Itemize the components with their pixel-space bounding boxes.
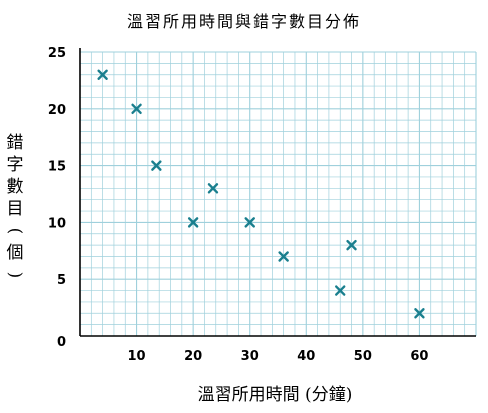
data-point <box>244 217 255 228</box>
y-tick-label: 10 <box>48 216 66 231</box>
x-tick-label: 10 <box>128 349 146 364</box>
data-point <box>97 69 108 80</box>
origin-label: 0 <box>57 335 66 350</box>
y-tick-label: 20 <box>48 103 66 118</box>
y-axis-label-char: 錯 <box>6 133 24 153</box>
x-tick-label: 30 <box>241 349 259 364</box>
data-point <box>131 103 142 115</box>
x-tick-label: 20 <box>184 349 202 364</box>
chart-title: 溫習所用時間與錯字數目分佈 <box>126 12 361 31</box>
y-tick-label: 25 <box>48 46 66 61</box>
data-point <box>335 285 346 296</box>
data-point <box>187 217 199 228</box>
x-tick-label: 40 <box>297 349 315 364</box>
y-axis-label-char: 字 <box>6 155 24 175</box>
x-tick-label: 50 <box>354 349 372 364</box>
data-point <box>207 183 219 194</box>
y-axis-label-char: 個 <box>6 243 24 263</box>
x-axis-label: 溫習所用時間 (分鐘) <box>197 385 353 405</box>
data-point <box>414 308 425 319</box>
y-tick-label: 5 <box>57 273 66 288</box>
y-tick-label: 15 <box>48 160 66 175</box>
x-tick-label: 60 <box>410 349 428 364</box>
data-point <box>278 251 289 262</box>
y-axis-label: 錯字數目(個) <box>4 132 26 286</box>
y-axis-label-char: 數 <box>6 177 24 197</box>
data-point <box>346 239 357 251</box>
y-axis-label-char: 目 <box>6 199 24 219</box>
data-point <box>151 160 162 171</box>
